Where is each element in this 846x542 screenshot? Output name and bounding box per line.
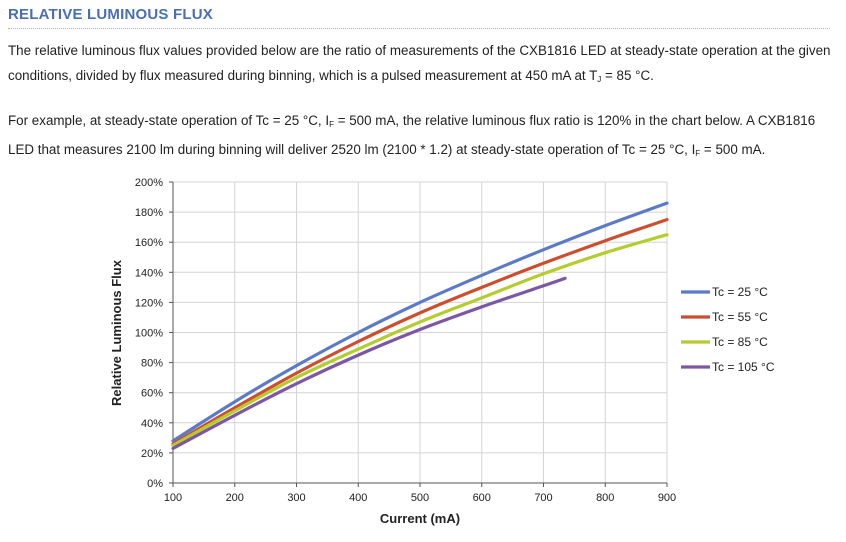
y-tick-label: 140% [135, 267, 163, 279]
x-tick-label: 300 [287, 492, 305, 504]
y-tick-label: 0% [147, 478, 163, 490]
y-tick-label: 60% [141, 388, 163, 400]
x-tick-label: 200 [226, 492, 244, 504]
subscript-j: J [597, 75, 602, 84]
intro-paragraph: The relative luminous flux values provid… [8, 38, 838, 92]
example-text-2: = 500 mA, the relative luminous flux rat… [8, 113, 816, 157]
subscript-f-2: F [695, 149, 701, 158]
y-tick-label: 80% [141, 358, 163, 370]
example-text-1: For example, at steady-state operation o… [8, 113, 330, 128]
x-tick-label: 800 [596, 492, 614, 504]
y-tick-label: 160% [135, 237, 163, 249]
legend-label-1: Tc = 25 °C [712, 285, 768, 299]
intro-text: The relative luminous flux values provid… [8, 43, 831, 83]
legend-label-4: Tc = 105 °C [712, 360, 775, 374]
axes: 100 200 300 400 500 600 700 800 900 0% 20% 40% 60% 80… [135, 177, 676, 504]
x-tick-label: 600 [473, 492, 491, 504]
x-tick-label: 100 [164, 492, 182, 504]
x-tick-label: 900 [658, 492, 676, 504]
example-text-3: = 500 mA. [700, 142, 766, 157]
y-tick-label: 180% [135, 207, 163, 219]
legend-label-3: Tc = 85 °C [712, 335, 768, 349]
x-tick-label: 400 [349, 492, 367, 504]
y-tick-label: 20% [141, 448, 163, 460]
section-title: RELATIVE LUMINOUS FLUX [8, 6, 213, 23]
series-lines [171, 201, 669, 450]
intro-text-end: = 85 °C. [601, 68, 654, 83]
y-tick-label: 120% [135, 297, 163, 309]
series-line-1 [171, 201, 669, 443]
subscript-f-1: F [329, 120, 334, 129]
series-line-3 [171, 233, 669, 447]
example-paragraph: For example, at steady-state operation o… [8, 108, 838, 166]
legend-label-2: Tc = 55 °C [712, 310, 768, 324]
grid [173, 181, 668, 483]
y-axis-title: Relative Luminous Flux [109, 259, 124, 406]
y-tick-label: 200% [135, 177, 163, 189]
series-line-4 [171, 276, 567, 450]
legend: Tc = 25 °C Tc = 55 °C Tc = 85 °C Tc = 105 °… [681, 285, 775, 374]
x-tick-label: 500 [411, 492, 429, 504]
y-tick-label: 100% [135, 328, 163, 340]
series-line-2 [171, 218, 669, 446]
y-tick-label: 40% [141, 418, 163, 430]
x-axis-title: Current (mA) [380, 511, 460, 526]
title-divider [8, 28, 830, 29]
x-tick-label: 700 [534, 492, 552, 504]
